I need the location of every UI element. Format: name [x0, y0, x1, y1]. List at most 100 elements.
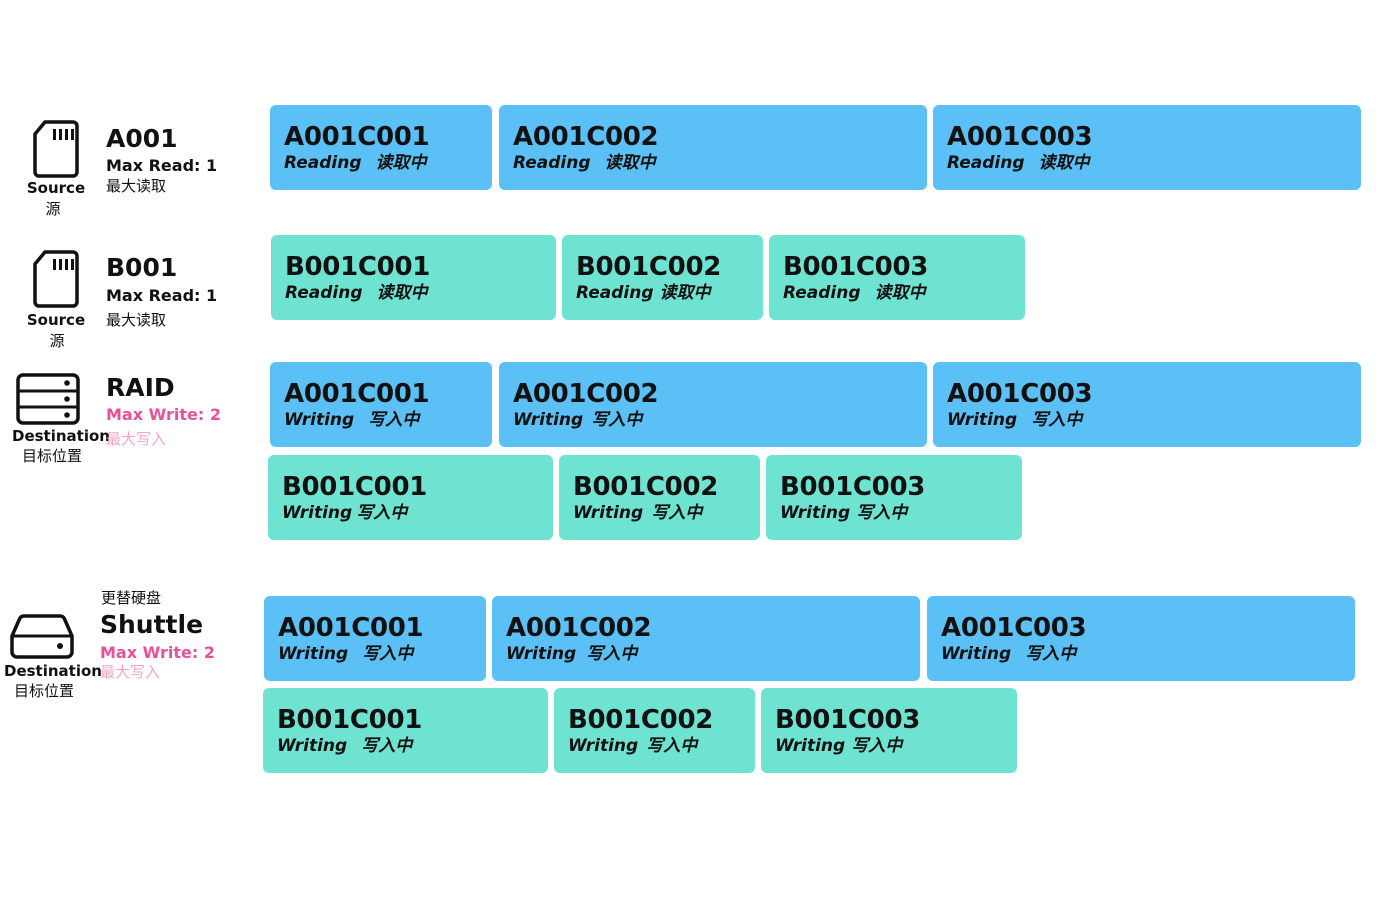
clip-block[interactable]: B001C003 Writing 写入中	[761, 688, 1017, 773]
clip-name: A001C002	[506, 613, 652, 643]
clip-status: Writing 写入中	[568, 735, 741, 757]
clip-status-text: Writing	[513, 410, 584, 430]
clip-block[interactable]: B001C002 Writing 写入中	[554, 688, 755, 773]
clip-name: A001C002	[513, 379, 659, 409]
clip-status-zh: 写入中	[646, 736, 698, 756]
clip-status-text: Writing	[780, 503, 851, 523]
clip-status: Reading 读取中	[947, 152, 1347, 174]
clip-status-text: Writing	[278, 644, 349, 664]
clip-block[interactable]: B001C001 Writing 写入中	[263, 688, 548, 773]
clip-status: Reading 读取中	[513, 152, 913, 174]
clip-status: Writing 写入中	[284, 409, 478, 431]
clip-block[interactable]: A001C002 Writing 写入中	[492, 596, 920, 681]
device-name: B001	[106, 253, 178, 282]
clip-status-zh: 读取中	[376, 283, 428, 303]
device-read-limit: Max Read: 1	[106, 156, 218, 175]
clip-status-text: Writing	[573, 503, 644, 523]
clip-status-zh: 读取中	[1038, 153, 1090, 173]
clip-status-text: Reading	[783, 283, 861, 303]
clip-status-text: Reading	[576, 283, 654, 303]
device-type-label-zh: 目标位置	[13, 682, 74, 700]
device-read-limit: Max Read: 1	[106, 286, 218, 305]
clip-name: B001C002	[573, 472, 719, 502]
clip-status-text: Writing	[284, 410, 355, 430]
clip-status-zh: 写入中	[1031, 410, 1083, 430]
device-type-label: Destination	[12, 427, 110, 445]
device-write-limit-zh: 最大写入	[100, 663, 161, 681]
sd-card-icon	[33, 250, 79, 308]
raid-server-icon	[16, 373, 80, 425]
clip-status: Writing 写入中	[941, 643, 1341, 665]
clip-status-zh: 写入中	[591, 410, 643, 430]
clip-status-zh: 读取中	[874, 283, 926, 303]
clip-status-zh: 读取中	[659, 283, 711, 303]
clip-status-zh: 写入中	[651, 503, 703, 523]
clip-status-text: Writing	[506, 644, 577, 664]
clip-status: Reading 读取中	[783, 282, 1011, 304]
device-name: RAID	[106, 373, 175, 402]
clip-name: B001C002	[568, 705, 714, 735]
clip-block[interactable]: A001C003 Writing 写入中	[933, 362, 1361, 447]
clip-block[interactable]: B001C001 Writing 写入中	[268, 455, 553, 540]
clip-block[interactable]: A001C002 Writing 写入中	[499, 362, 927, 447]
device-type-label-zh: 源	[49, 332, 65, 350]
clip-status: Writing 写入中	[573, 502, 746, 524]
clip-status: Writing 写入中	[775, 735, 1003, 757]
device-read-limit-zh: 最大读取	[106, 311, 167, 329]
device-read-limit-zh: 最大读取	[106, 177, 167, 195]
clip-block[interactable]: A001C003 Writing 写入中	[927, 596, 1355, 681]
clip-status-zh: 读取中	[604, 153, 656, 173]
clip-status-text: Reading	[284, 153, 362, 173]
clip-status: Writing 写入中	[780, 502, 1008, 524]
clip-status: Writing 写入中	[278, 643, 472, 665]
clip-block[interactable]: B001C003 Reading 读取中	[769, 235, 1025, 320]
clip-status-zh: 读取中	[375, 153, 427, 173]
clip-name: A001C001	[284, 122, 430, 152]
clip-status-zh: 写入中	[586, 644, 638, 664]
clip-status-zh: 写入中	[361, 736, 413, 756]
clip-block[interactable]: B001C001 Reading 读取中	[271, 235, 556, 320]
clip-name: A001C003	[947, 379, 1093, 409]
clip-status: Writing 写入中	[506, 643, 906, 665]
device-name: Shuttle	[100, 610, 204, 639]
clip-block[interactable]: A001C001 Writing 写入中	[264, 596, 486, 681]
device-type-label: Destination	[4, 662, 102, 680]
clip-block[interactable]: B001C002 Writing 写入中	[559, 455, 760, 540]
clip-status: Reading 读取中	[576, 282, 749, 304]
device-type-label: Source	[26, 311, 86, 329]
clip-status-text: Reading	[285, 283, 363, 303]
clip-block[interactable]: A001C001 Writing 写入中	[270, 362, 492, 447]
device-write-limit-zh: 最大写入	[106, 430, 167, 448]
clip-name: A001C001	[278, 613, 424, 643]
device-type-label-zh: 源	[45, 200, 61, 218]
clip-status-zh: 写入中	[368, 410, 420, 430]
clip-status-text: Writing	[775, 736, 846, 756]
clip-name: B001C002	[576, 252, 722, 282]
clip-status-text: Writing	[282, 503, 353, 523]
clip-status: Writing 写入中	[282, 502, 539, 524]
clip-block[interactable]: A001C003 Reading 读取中	[933, 105, 1361, 190]
clip-block[interactable]: A001C002 Reading 读取中	[499, 105, 927, 190]
clip-status-zh: 写入中	[851, 736, 903, 756]
clip-status-text: Writing	[277, 736, 348, 756]
device-write-limit: Max Write: 2	[106, 405, 221, 424]
clip-status-zh: 写入中	[356, 503, 408, 523]
clip-status-zh: 写入中	[1025, 644, 1077, 664]
clip-status: Writing 写入中	[947, 409, 1347, 431]
clip-name: A001C002	[513, 122, 659, 152]
clip-name: A001C003	[947, 122, 1093, 152]
device-name: A001	[106, 124, 178, 153]
device-alias-zh: 更替硬盘	[101, 589, 162, 607]
clip-status-text: Reading	[513, 153, 591, 173]
clip-status-text: Writing	[947, 410, 1018, 430]
clip-status: Reading 读取中	[285, 282, 542, 304]
clip-block[interactable]: B001C003 Writing 写入中	[766, 455, 1022, 540]
clip-name: B001C001	[277, 705, 423, 735]
clip-status-zh: 写入中	[856, 503, 908, 523]
hard-drive-icon	[10, 614, 74, 659]
clip-block[interactable]: B001C002 Reading 读取中	[562, 235, 763, 320]
clip-status-text: Reading	[947, 153, 1025, 173]
clip-block[interactable]: A001C001 Reading 读取中	[270, 105, 492, 190]
clip-name: B001C003	[780, 472, 926, 502]
device-type-label-zh: 目标位置	[21, 447, 82, 465]
